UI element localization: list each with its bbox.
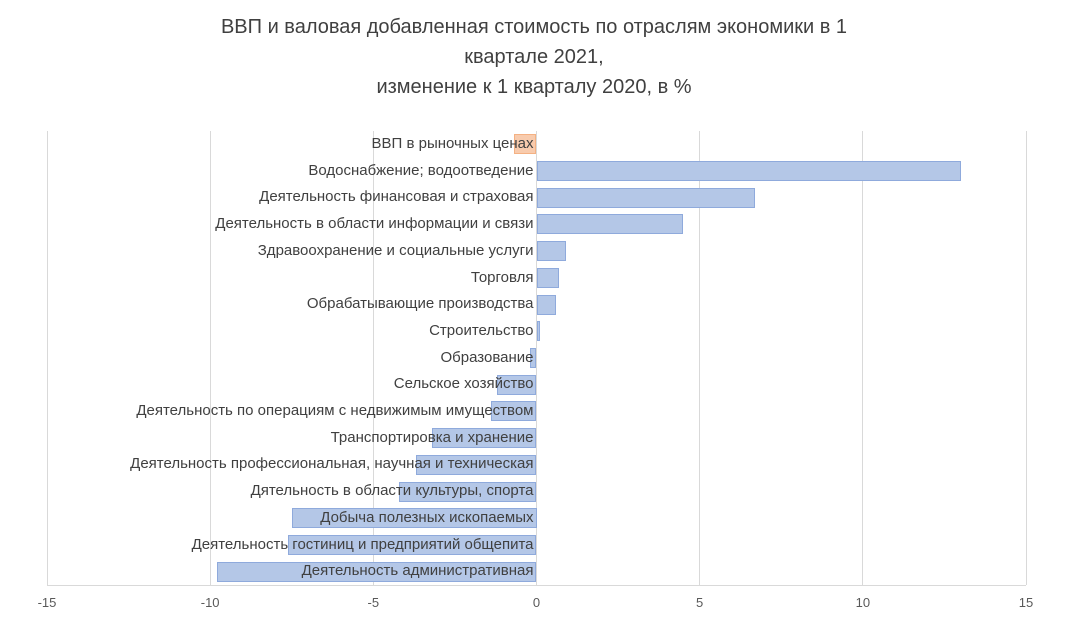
category-label: Здравоохранение и социальные услуги: [257, 241, 534, 259]
category-label: Деятельность в области информации и связ…: [215, 215, 534, 233]
bar: [497, 374, 537, 395]
bar: [513, 134, 537, 155]
category-label: Водоснабжение; водоотведение: [308, 161, 534, 179]
category-label: Деятельность административная: [301, 562, 534, 580]
x-axis-tick-label: -10: [200, 595, 220, 610]
category-label: Строительство: [429, 321, 534, 339]
bar: [399, 481, 537, 502]
bar: [536, 214, 684, 235]
category-label: Деятельность по операциям с недвижимым и…: [136, 402, 534, 420]
x-axis-tick-label: -15: [37, 595, 57, 610]
x-axis-tick-label: -5: [367, 595, 380, 610]
category-label: Добыча полезных ископаемых: [320, 508, 534, 526]
bar: [536, 267, 560, 288]
x-axis-tick-label: 0: [532, 595, 541, 610]
category-label: Образование: [440, 348, 534, 366]
bar: [536, 161, 961, 182]
bar: [415, 454, 537, 475]
gridline: [46, 131, 48, 585]
gridline: [209, 131, 211, 585]
category-label: Деятельность профессиональная, научная и…: [130, 455, 534, 473]
category-label: Деятельность гостиниц и предприятий обще…: [191, 535, 534, 553]
x-axis-line: [47, 585, 1026, 586]
gridline: [536, 131, 537, 585]
category-label: Обрабатывающие производства: [306, 295, 534, 313]
category-label: ВВП в рыночных ценах: [371, 135, 534, 152]
bar: [529, 348, 537, 368]
gridline: [1025, 131, 1027, 585]
plot-area: ВВП в рыночных ценах Водоснабжение; водоо…: [46, 131, 1027, 586]
category-label: Торговля: [470, 268, 534, 286]
gridline: [372, 131, 374, 585]
gridline: [862, 131, 864, 585]
category-label: Транспортировка и хранение: [330, 428, 534, 446]
x-axis-tick-label: 5: [696, 595, 704, 610]
bar: [536, 241, 566, 262]
x-axis-tick-label: 15: [1018, 595, 1034, 610]
bar: [536, 187, 756, 208]
bar: [432, 428, 537, 449]
bar: [288, 534, 537, 555]
category-label: Дятельность в области культуры, спорта: [250, 482, 534, 500]
x-axis: -15 -10 -5 0 5 10 15: [38, 595, 1034, 615]
bar: [536, 294, 557, 315]
bar: [536, 321, 540, 342]
category-label: Деятельность финансовая и страховая: [259, 188, 534, 206]
bar: [490, 401, 537, 422]
chart-title: ВВП и валовая добавленная стоимость по о…: [220, 16, 848, 98]
category-label: Сельское хозяйство: [393, 375, 534, 393]
bar: [291, 508, 537, 529]
bar: [216, 561, 537, 582]
x-axis-tick-label: 10: [855, 595, 871, 610]
gridline: [699, 131, 701, 585]
